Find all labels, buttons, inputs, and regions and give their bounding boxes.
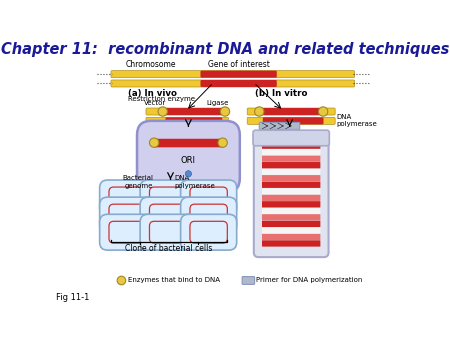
FancyBboxPatch shape (180, 214, 237, 250)
FancyBboxPatch shape (262, 182, 320, 188)
FancyBboxPatch shape (262, 227, 320, 234)
FancyBboxPatch shape (262, 201, 320, 208)
FancyBboxPatch shape (262, 149, 320, 155)
FancyBboxPatch shape (99, 197, 156, 233)
FancyBboxPatch shape (247, 108, 335, 115)
FancyBboxPatch shape (180, 180, 237, 216)
Circle shape (220, 107, 230, 116)
FancyBboxPatch shape (153, 139, 224, 147)
Text: (a) In vivo: (a) In vivo (128, 89, 177, 98)
FancyBboxPatch shape (262, 169, 320, 175)
FancyBboxPatch shape (180, 197, 237, 233)
FancyBboxPatch shape (99, 214, 156, 250)
FancyBboxPatch shape (262, 175, 320, 182)
Text: Bacterial
genome: Bacterial genome (122, 175, 153, 189)
Text: Primer for DNA polymerization: Primer for DNA polymerization (256, 277, 363, 284)
Circle shape (255, 107, 264, 116)
FancyBboxPatch shape (253, 130, 329, 146)
FancyBboxPatch shape (262, 162, 320, 168)
FancyBboxPatch shape (262, 155, 320, 162)
FancyBboxPatch shape (140, 180, 196, 216)
FancyBboxPatch shape (262, 240, 320, 247)
Text: Restriction enzyme: Restriction enzyme (128, 96, 195, 102)
Circle shape (158, 107, 167, 116)
Text: Chromosome: Chromosome (126, 60, 176, 69)
Text: Ligase: Ligase (206, 100, 229, 106)
Text: Gene of interest: Gene of interest (208, 60, 270, 69)
Text: Vector: Vector (144, 100, 166, 106)
FancyBboxPatch shape (262, 188, 320, 194)
Text: DNA
polymerase: DNA polymerase (336, 114, 377, 127)
FancyBboxPatch shape (262, 143, 320, 149)
FancyBboxPatch shape (262, 214, 320, 220)
Text: Enzymes that bind to DNA: Enzymes that bind to DNA (128, 277, 220, 284)
FancyBboxPatch shape (99, 180, 156, 216)
Text: (b) In vitro: (b) In vitro (255, 89, 307, 98)
FancyBboxPatch shape (166, 108, 222, 115)
FancyBboxPatch shape (140, 197, 196, 233)
FancyBboxPatch shape (254, 131, 328, 257)
FancyBboxPatch shape (146, 117, 229, 124)
Circle shape (319, 107, 328, 116)
FancyBboxPatch shape (259, 122, 300, 129)
Text: Clone of bacterial cells: Clone of bacterial cells (125, 244, 213, 253)
FancyBboxPatch shape (262, 208, 320, 214)
FancyBboxPatch shape (111, 71, 355, 78)
Circle shape (149, 138, 159, 147)
Circle shape (185, 171, 192, 177)
Text: DNA
polymerase: DNA polymerase (175, 175, 215, 189)
FancyBboxPatch shape (111, 80, 355, 87)
FancyBboxPatch shape (166, 117, 222, 124)
FancyBboxPatch shape (247, 117, 335, 124)
FancyBboxPatch shape (146, 108, 229, 115)
FancyBboxPatch shape (262, 221, 320, 227)
Circle shape (218, 138, 227, 147)
FancyBboxPatch shape (200, 71, 277, 78)
Text: Chapter 11:  recombinant DNA and related techniques: Chapter 11: recombinant DNA and related … (1, 42, 449, 57)
FancyBboxPatch shape (263, 117, 324, 124)
FancyBboxPatch shape (242, 276, 255, 284)
FancyBboxPatch shape (200, 80, 277, 87)
FancyBboxPatch shape (262, 234, 320, 240)
Text: Fig 11-1: Fig 11-1 (56, 293, 90, 302)
FancyBboxPatch shape (140, 214, 196, 250)
Text: ORI: ORI (181, 156, 196, 165)
FancyBboxPatch shape (137, 121, 240, 193)
FancyBboxPatch shape (262, 195, 320, 201)
Circle shape (117, 276, 126, 285)
FancyBboxPatch shape (263, 108, 324, 115)
